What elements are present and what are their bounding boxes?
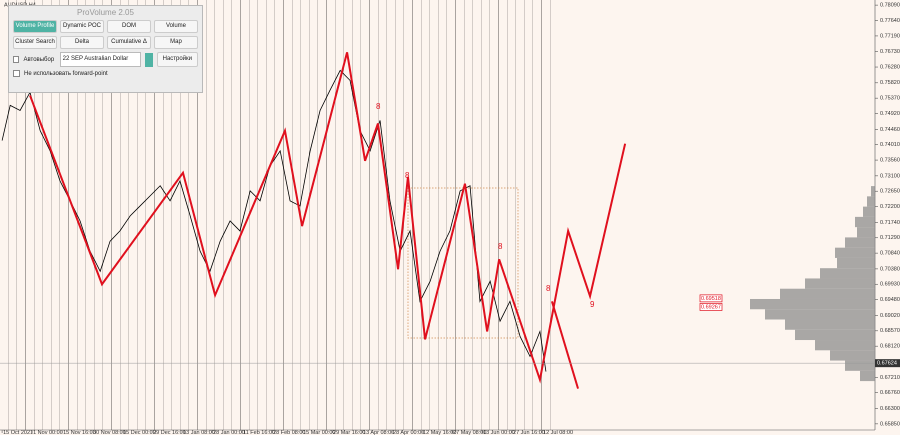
wave-label: 8 bbox=[405, 171, 410, 180]
wave-label: 8 bbox=[546, 284, 551, 293]
volume-profile-bar bbox=[835, 247, 875, 258]
y-tick-label: 0.69480 bbox=[880, 297, 900, 303]
settings-button[interactable]: Настройки bbox=[156, 52, 198, 67]
wave-label: 9 bbox=[590, 300, 595, 309]
volume-profile-bar bbox=[780, 288, 875, 299]
price-mark-box bbox=[699, 303, 723, 311]
y-tick-label: 0.77190 bbox=[880, 33, 900, 39]
volume-profile-bar bbox=[845, 360, 875, 371]
provolume-panel: ProVolume 2.05 Volume Profile Dynamic PO… bbox=[8, 5, 203, 93]
x-tick-label: 11 Feb 16:00 bbox=[243, 430, 275, 435]
x-tick-label: 28 Feb 08:00 bbox=[273, 430, 305, 435]
x-tick-label: 29 Mar 16:00 bbox=[333, 430, 365, 435]
y-tick-label: 0.71290 bbox=[880, 235, 900, 241]
x-tick-label: 1 Nov 00:00 bbox=[33, 430, 63, 435]
button[interactable]: Volume bbox=[154, 20, 198, 33]
x-tick-label: 27 Jun 16:00 bbox=[513, 430, 545, 435]
wave-label: 8 bbox=[498, 242, 503, 251]
volume-profile-bar bbox=[805, 278, 875, 289]
price-mark-label: 0.69267 bbox=[701, 304, 721, 310]
volume-profile-bar bbox=[820, 268, 875, 279]
y-tick-label: 0.66300 bbox=[880, 406, 900, 412]
volume-profile-bar bbox=[860, 370, 875, 382]
x-tick-label: 13 Apr 08:00 bbox=[363, 430, 394, 435]
x-tick-label: 13 Jun 00:00 bbox=[483, 430, 515, 435]
x-tick-label: 15 Mar 00:00 bbox=[303, 430, 335, 435]
checkbox[interactable] bbox=[13, 70, 20, 77]
y-tick-label: 0.74920 bbox=[880, 111, 900, 117]
series-line bbox=[550, 301, 579, 389]
volume-profile-bar bbox=[863, 206, 875, 217]
y-tick-label: 0.76280 bbox=[880, 65, 900, 71]
y-tick-label: 0.78090 bbox=[880, 3, 900, 9]
volume-profile-bar bbox=[750, 298, 875, 310]
y-tick-label: 0.67210 bbox=[880, 375, 900, 381]
y-tick-label: 0.70840 bbox=[880, 251, 900, 257]
x-tick-label: 15 Nov 16:00 bbox=[63, 430, 96, 435]
button[interactable]: Delta bbox=[60, 36, 104, 49]
select-arrow[interactable] bbox=[144, 52, 153, 67]
x-tick-label: 27 May 08:00 bbox=[453, 430, 486, 435]
instrument-select[interactable]: 22 SEP Australian Dollar bbox=[59, 52, 141, 67]
checkbox[interactable] bbox=[13, 56, 20, 63]
volume-profile-bar bbox=[830, 350, 875, 361]
forward-point-label: Не использовать forward-point bbox=[24, 70, 108, 77]
button[interactable]: Map bbox=[154, 36, 198, 49]
y-tick-label: 0.72200 bbox=[880, 204, 900, 210]
y-tick-label: 0.73560 bbox=[880, 158, 900, 164]
x-tick-label: 13 Jan 08:00 bbox=[183, 430, 215, 435]
y-tick-label: 0.73100 bbox=[880, 173, 900, 179]
volume-profile-bar bbox=[857, 227, 875, 238]
x-tick-label: 30 Nov 08:00 bbox=[93, 430, 126, 435]
auto-select-label: Автовыбор bbox=[23, 56, 55, 63]
x-tick-label: 12 May 16:00 bbox=[423, 430, 456, 435]
y-tick-label: 0.74460 bbox=[880, 127, 900, 133]
button[interactable]: Cumulative Δ bbox=[107, 36, 151, 49]
y-tick-label: 0.71740 bbox=[880, 220, 900, 226]
y-tick-label: 0.69020 bbox=[880, 313, 900, 319]
y-tick-label: 0.77640 bbox=[880, 18, 900, 24]
y-tick-label: 0.72650 bbox=[880, 189, 900, 195]
y-tick-label: 0.69930 bbox=[880, 282, 900, 288]
panel-title: ProVolume 2.05 bbox=[77, 8, 134, 17]
x-tick-label: 15 Dec 00:00 bbox=[123, 430, 156, 435]
volume-profile-bar bbox=[871, 186, 875, 197]
y-tick-label: 0.68120 bbox=[880, 344, 900, 350]
volume-profile-bar bbox=[855, 216, 875, 228]
y-tick-label: 0.75820 bbox=[880, 80, 900, 86]
current-price-label: 0.67624 bbox=[877, 361, 897, 367]
current-price-box bbox=[875, 359, 900, 368]
x-tick-label: 29 Dec 16:00 bbox=[153, 430, 186, 435]
button[interactable]: Volume Profile bbox=[13, 20, 57, 33]
series-line bbox=[29, 52, 627, 384]
x-tick-label: 15 Oct 2021 bbox=[3, 430, 33, 435]
wave-label: 8 bbox=[376, 102, 381, 111]
volume-profile-bar bbox=[765, 309, 875, 320]
y-tick-label: 0.70380 bbox=[880, 266, 900, 272]
x-tick-label: 28 Jan 00:00 bbox=[213, 430, 245, 435]
y-tick-label: 0.74010 bbox=[880, 142, 900, 148]
y-tick-label: 0.68570 bbox=[880, 328, 900, 334]
volume-profile-bar bbox=[837, 257, 875, 269]
y-tick-label: 0.76730 bbox=[880, 49, 900, 55]
button[interactable]: Dynamic POC bbox=[60, 20, 104, 33]
y-tick-label: 0.75370 bbox=[880, 96, 900, 102]
x-tick-label: 28 Apr 00:00 bbox=[393, 430, 424, 435]
y-tick-label: 0.65850 bbox=[880, 421, 900, 427]
volume-profile-bar bbox=[785, 319, 875, 330]
button[interactable]: DOM bbox=[107, 20, 151, 33]
price-mark-label: 0.69518 bbox=[701, 296, 721, 302]
volume-profile-bar bbox=[867, 196, 875, 207]
volume-profile-bar bbox=[845, 237, 875, 248]
volume-profile-bar bbox=[815, 340, 875, 351]
price-mark-box bbox=[699, 294, 723, 303]
volume-profile-bar bbox=[795, 329, 875, 341]
x-tick-label: 12 Jul 08:00 bbox=[543, 430, 573, 435]
button[interactable]: Cluster Search bbox=[13, 36, 57, 49]
y-tick-label: 0.66760 bbox=[880, 390, 900, 396]
